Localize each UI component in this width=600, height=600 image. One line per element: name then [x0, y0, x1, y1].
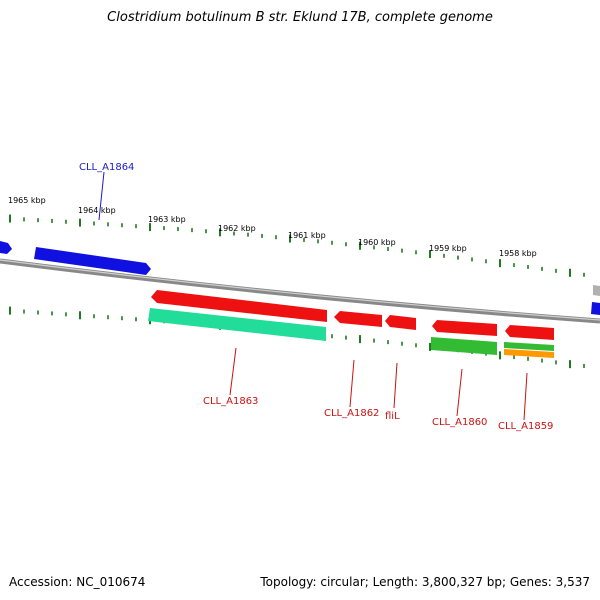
- scale-label-1964: 1964 kbp: [78, 206, 116, 215]
- leader-line-cll-a1859: [523, 372, 528, 421]
- accession-info: Accession: NC_010674: [9, 575, 146, 589]
- scale-label-1961: 1961 kbp: [288, 231, 326, 240]
- cds-bar-cll-a1860[interactable]: [431, 337, 497, 355]
- leader-line-flil: [393, 362, 398, 409]
- gene-feature-cll-a1859[interactable]: [505, 325, 554, 340]
- gene-label-cll-a1864[interactable]: CLL_A1864: [79, 162, 134, 173]
- leader-line-cll-a1863: [229, 347, 237, 396]
- gene-feature-cll-a1862[interactable]: [334, 311, 382, 327]
- gene-feature-flil[interactable]: [385, 315, 416, 330]
- scale-label-1960: 1960 kbp: [358, 238, 396, 247]
- gene-label-flil[interactable]: fliL: [385, 411, 400, 422]
- gene-label-cll-a1860[interactable]: CLL_A1860: [432, 417, 487, 428]
- cds-bar-cll-a1859-orange[interactable]: [504, 349, 554, 358]
- outer-tick-ring: [9, 214, 585, 277]
- gene-feature-cll-a1860[interactable]: [432, 320, 497, 336]
- gene-feature-cll-a1863[interactable]: [151, 290, 327, 322]
- scale-label-1959: 1959 kbp: [429, 244, 467, 253]
- gene-label-cll-a1859[interactable]: CLL_A1859: [498, 421, 553, 432]
- leader-line-cll-a1864: [98, 171, 105, 221]
- scale-label-1958: 1958 kbp: [499, 249, 537, 258]
- topology-info: Topology: circular; Length: 3,800,327 bp…: [260, 575, 590, 589]
- genome-backbone-highlight: [0, 259, 600, 321]
- scale-label-1962: 1962 kbp: [218, 224, 256, 233]
- gene-label-cll-a1862[interactable]: CLL_A1862: [324, 408, 379, 419]
- cds-bar-cll-a1859-green[interactable]: [504, 342, 554, 351]
- map-title: Clostridium botulinum B str. Eklund 17B,…: [107, 10, 493, 25]
- scale-label-1963: 1963 kbp: [148, 215, 186, 224]
- scale-label-1965: 1965 kbp: [8, 196, 46, 205]
- gene-feature-left-edge[interactable]: [0, 241, 12, 254]
- genome-backbone: [0, 258, 600, 324]
- gene-feature-cll-a1864[interactable]: [34, 247, 151, 275]
- gene-feature-grey-edge: [593, 285, 600, 296]
- cds-bar-cll-a1863[interactable]: [148, 308, 326, 341]
- gene-label-cll-a1863[interactable]: CLL_A1863: [203, 396, 258, 407]
- leader-line-cll-a1862: [349, 359, 355, 408]
- gene-feature-right-edge[interactable]: [591, 302, 600, 315]
- leader-line-cll-a1860: [456, 368, 463, 417]
